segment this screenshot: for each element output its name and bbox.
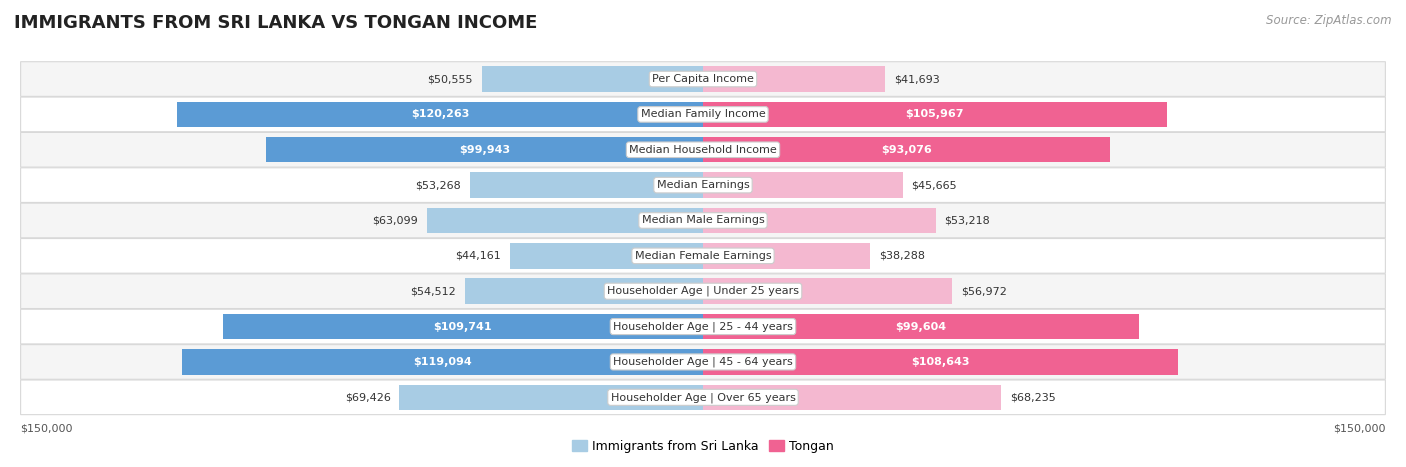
FancyBboxPatch shape (21, 309, 1385, 344)
Text: $69,426: $69,426 (344, 392, 391, 402)
Bar (399, 385, 703, 410)
Bar (427, 208, 703, 233)
FancyBboxPatch shape (21, 203, 1385, 238)
Bar (703, 102, 1167, 127)
Bar (703, 137, 1111, 163)
Text: $53,218: $53,218 (945, 215, 990, 226)
FancyBboxPatch shape (21, 62, 1385, 96)
Bar (266, 137, 703, 163)
Text: $120,263: $120,263 (411, 109, 470, 120)
Bar (464, 278, 703, 304)
Text: Householder Age | Over 65 years: Householder Age | Over 65 years (610, 392, 796, 403)
Text: $54,512: $54,512 (411, 286, 456, 296)
Text: $38,288: $38,288 (879, 251, 925, 261)
Text: Householder Age | 25 - 44 years: Householder Age | 25 - 44 years (613, 321, 793, 332)
Text: $53,268: $53,268 (416, 180, 461, 190)
Text: $99,604: $99,604 (896, 322, 946, 332)
Text: $63,099: $63,099 (373, 215, 418, 226)
Text: $68,235: $68,235 (1011, 392, 1056, 402)
FancyBboxPatch shape (21, 168, 1385, 203)
Text: $99,943: $99,943 (458, 145, 510, 155)
Bar (510, 243, 703, 269)
Text: Per Capita Income: Per Capita Income (652, 74, 754, 84)
Text: Source: ZipAtlas.com: Source: ZipAtlas.com (1267, 14, 1392, 27)
Bar (177, 102, 703, 127)
Text: Householder Age | Under 25 years: Householder Age | Under 25 years (607, 286, 799, 297)
Legend: Immigrants from Sri Lanka, Tongan: Immigrants from Sri Lanka, Tongan (567, 435, 839, 458)
Text: IMMIGRANTS FROM SRI LANKA VS TONGAN INCOME: IMMIGRANTS FROM SRI LANKA VS TONGAN INCO… (14, 14, 537, 32)
Text: $119,094: $119,094 (413, 357, 472, 367)
Text: $56,972: $56,972 (960, 286, 1007, 296)
Text: $41,693: $41,693 (894, 74, 939, 84)
Bar (703, 349, 1178, 375)
FancyBboxPatch shape (21, 239, 1385, 273)
Bar (703, 243, 870, 269)
Text: $109,741: $109,741 (433, 322, 492, 332)
FancyBboxPatch shape (21, 97, 1385, 132)
Text: Median Female Earnings: Median Female Earnings (634, 251, 772, 261)
Text: $93,076: $93,076 (882, 145, 932, 155)
FancyBboxPatch shape (21, 380, 1385, 415)
Text: $105,967: $105,967 (905, 109, 965, 120)
Text: Householder Age | 45 - 64 years: Householder Age | 45 - 64 years (613, 357, 793, 367)
Text: $50,555: $50,555 (427, 74, 472, 84)
Text: $44,161: $44,161 (456, 251, 501, 261)
FancyBboxPatch shape (21, 133, 1385, 167)
Bar (224, 314, 703, 340)
Text: $45,665: $45,665 (911, 180, 957, 190)
Text: $108,643: $108,643 (911, 357, 970, 367)
FancyBboxPatch shape (21, 345, 1385, 379)
FancyBboxPatch shape (21, 274, 1385, 309)
Text: Median Household Income: Median Household Income (628, 145, 778, 155)
Bar (181, 349, 703, 375)
Bar (703, 208, 936, 233)
Bar (703, 314, 1139, 340)
Bar (703, 385, 1001, 410)
Bar (703, 278, 952, 304)
Bar (470, 172, 703, 198)
Text: Median Earnings: Median Earnings (657, 180, 749, 190)
Text: Median Male Earnings: Median Male Earnings (641, 215, 765, 226)
Bar (703, 66, 886, 92)
Bar (482, 66, 703, 92)
Bar (703, 172, 903, 198)
Text: Median Family Income: Median Family Income (641, 109, 765, 120)
